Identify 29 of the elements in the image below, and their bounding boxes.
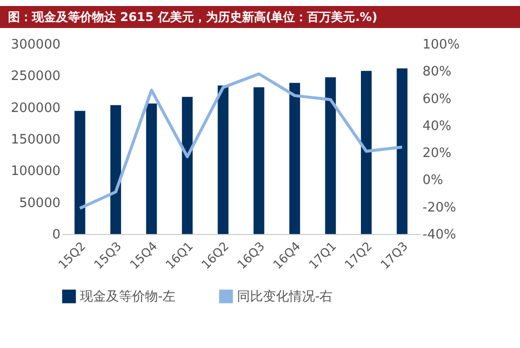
- chart-title: 图：现金及等价物达 2615 亿美元，为历史新高(单位：百万美元.%): [0, 6, 520, 28]
- y2-tick-label: 60%: [422, 92, 452, 107]
- y2-tick-label: -40%: [422, 228, 456, 242]
- y2-tick-label: -20%: [422, 200, 456, 216]
- bar: [110, 105, 122, 234]
- y2-tick-label: 20%: [422, 146, 452, 162]
- y-tick-label: 100000: [10, 164, 60, 180]
- bar: [74, 110, 86, 234]
- y-tick-label: 300000: [10, 38, 60, 52]
- bar: [218, 86, 228, 234]
- y2-tick-label: 80%: [422, 64, 452, 80]
- legend-label: 现金及等价物-左: [80, 289, 176, 304]
- y-tick-label: 0: [52, 228, 60, 242]
- bar: [289, 82, 300, 234]
- bar: [396, 68, 408, 234]
- y2-tick-label: 40%: [422, 118, 452, 134]
- y-tick-label: 250000: [10, 69, 60, 84]
- y-tick-label: 200000: [10, 100, 60, 116]
- y2-tick-label: 0%: [422, 173, 444, 188]
- bar: [254, 87, 264, 234]
- y2-tick-label: 100%: [422, 38, 460, 52]
- bar: [182, 96, 193, 234]
- bar: [325, 77, 336, 234]
- y-tick-label: 150000: [10, 132, 60, 148]
- bar: [360, 70, 372, 234]
- y-tick-label: 50000: [19, 196, 60, 211]
- legend-label: 同比变化情况-右: [237, 289, 333, 304]
- bar: [146, 104, 157, 234]
- line-series: [78, 72, 404, 210]
